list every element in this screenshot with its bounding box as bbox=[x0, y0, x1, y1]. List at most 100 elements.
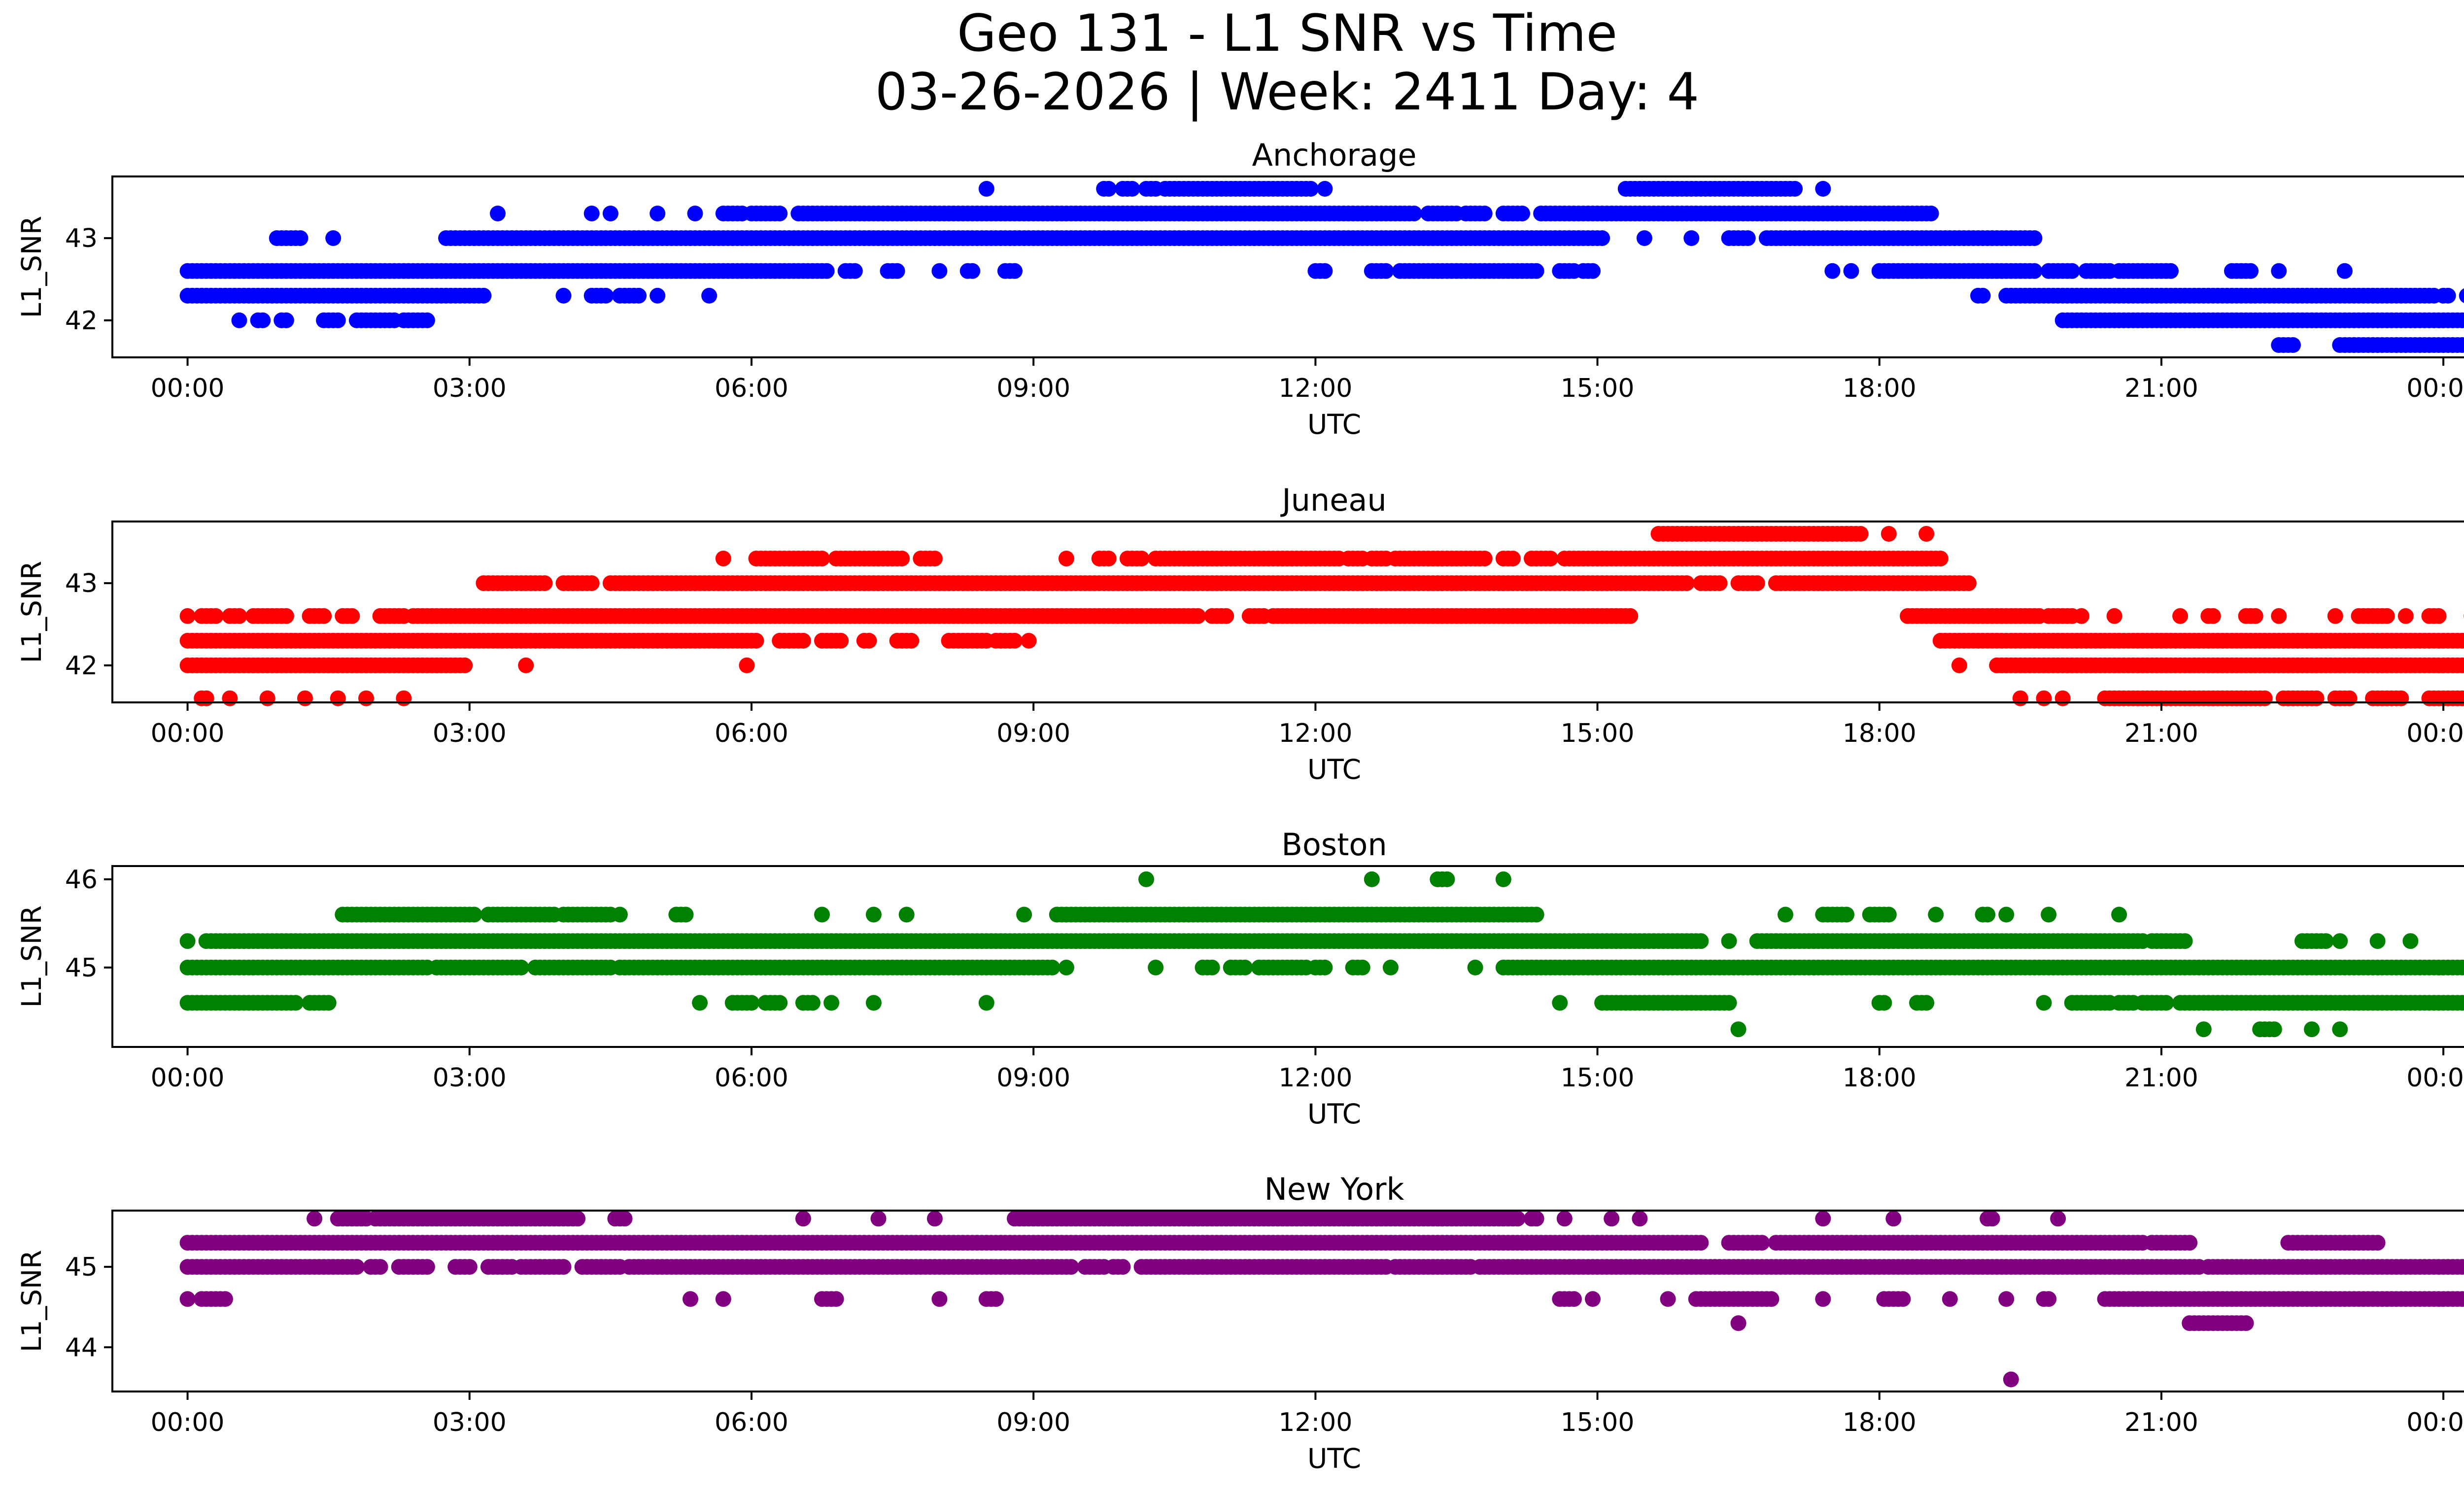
boston-point bbox=[1237, 959, 1253, 975]
boston-point bbox=[1528, 906, 1544, 923]
juneau-point bbox=[2247, 608, 2263, 624]
anchorage-point bbox=[1594, 230, 1610, 246]
boston-point bbox=[1382, 959, 1399, 975]
anchorage-y-tick-label: 43 bbox=[65, 224, 98, 253]
juneau-point bbox=[2036, 690, 2052, 706]
juneau-point bbox=[259, 690, 275, 706]
new-york-point bbox=[926, 1211, 943, 1227]
juneau-point bbox=[2393, 690, 2409, 706]
anchorage-point bbox=[772, 206, 788, 222]
juneau-point bbox=[1951, 657, 1967, 673]
juneau-point bbox=[2172, 608, 2189, 624]
new-york-point bbox=[795, 1211, 811, 1227]
anchorage-x-tick-label: 21:00 bbox=[2124, 374, 2198, 403]
juneau-point bbox=[1505, 551, 1521, 567]
new-york-point bbox=[555, 1259, 572, 1275]
boston-point bbox=[1058, 959, 1074, 975]
boston-x-tick-label: 00:00 bbox=[151, 1063, 225, 1093]
boston-point bbox=[744, 995, 759, 1011]
juneau-point bbox=[278, 608, 294, 624]
juneau-x-tick-label: 00:00 bbox=[2406, 719, 2464, 748]
juneau-x-tick-label: 00:00 bbox=[151, 719, 225, 748]
boston-x-tick-label: 09:00 bbox=[996, 1063, 1070, 1093]
juneau-point bbox=[207, 608, 224, 624]
new-york-point bbox=[870, 1211, 887, 1227]
new-york-points bbox=[179, 1211, 2464, 1388]
anchorage-point bbox=[631, 287, 647, 304]
anchorage-point bbox=[490, 206, 506, 222]
new-york-point bbox=[1063, 1259, 1079, 1275]
boston-point bbox=[612, 906, 628, 923]
boston-point bbox=[2036, 995, 2052, 1011]
boston-point bbox=[1876, 995, 1892, 1011]
anchorage-point bbox=[1824, 263, 1841, 279]
anchorage-x-tick-label: 12:00 bbox=[1278, 374, 1352, 403]
juneau-point bbox=[2379, 608, 2395, 624]
anchorage-point bbox=[931, 263, 948, 279]
new-york-point bbox=[1604, 1211, 1620, 1227]
juneau-point bbox=[894, 551, 910, 567]
anchorage-point bbox=[847, 263, 863, 279]
anchorage-point bbox=[1302, 181, 1319, 197]
anchorage-point bbox=[2285, 337, 2301, 353]
juneau-point bbox=[795, 632, 811, 649]
anchorage-x-tick-label: 03:00 bbox=[433, 374, 507, 403]
juneau-point bbox=[2341, 690, 2358, 706]
new-york-point bbox=[372, 1259, 388, 1275]
anchorage-point bbox=[583, 206, 600, 222]
juneau-point bbox=[316, 608, 332, 624]
boston-point bbox=[2369, 933, 2386, 949]
boston-point bbox=[513, 959, 529, 975]
juneau-point bbox=[583, 575, 600, 591]
boston-point bbox=[1778, 906, 1793, 923]
anchorage-point bbox=[2336, 263, 2353, 279]
juneau-points bbox=[179, 526, 2464, 706]
anchorage-point bbox=[701, 287, 718, 304]
boston-point bbox=[804, 995, 821, 1011]
anchorage-points bbox=[179, 181, 2464, 353]
boston-point bbox=[1148, 959, 1164, 975]
boston-point bbox=[772, 995, 788, 1011]
juneau-point bbox=[222, 690, 238, 706]
juneau-point bbox=[814, 551, 830, 567]
anchorage-axes-frame bbox=[111, 175, 2464, 358]
anchorage-point bbox=[1007, 263, 1023, 279]
new-york-point bbox=[1509, 1211, 1526, 1227]
juneau-point bbox=[1881, 526, 1897, 542]
anchorage-point bbox=[278, 312, 294, 328]
anchorage-point bbox=[1528, 263, 1544, 279]
juneau-point bbox=[2205, 608, 2221, 624]
boston-x-tick-label: 00:00 bbox=[2406, 1063, 2464, 1093]
boston-point bbox=[1354, 959, 1370, 975]
juneau-point bbox=[1218, 608, 1234, 624]
boston-point bbox=[1730, 1021, 1746, 1038]
juneau-point bbox=[231, 608, 247, 624]
boston-point bbox=[2195, 1021, 2212, 1038]
boston-point bbox=[2266, 1021, 2282, 1038]
boston-point bbox=[2318, 933, 2334, 949]
anchorage-point bbox=[1975, 287, 1991, 304]
boston-y-tick-label: 46 bbox=[65, 865, 98, 895]
juneau-point bbox=[179, 608, 196, 624]
boston-point bbox=[287, 995, 304, 1011]
juneau-x-tick-label: 15:00 bbox=[1561, 719, 1635, 748]
boston-point bbox=[692, 995, 708, 1011]
boston-point bbox=[1044, 959, 1061, 975]
boston-point bbox=[898, 906, 915, 923]
new-york-point bbox=[1885, 1211, 1902, 1227]
boston-x-tick-label: 06:00 bbox=[715, 1063, 788, 1093]
juneau-point bbox=[748, 632, 764, 649]
anchorage-point bbox=[2064, 263, 2080, 279]
anchorage-point bbox=[2459, 288, 2464, 303]
boston-point bbox=[2402, 933, 2419, 949]
boston-point bbox=[2332, 933, 2348, 949]
juneau-point bbox=[715, 551, 731, 567]
anchorage-point bbox=[2440, 287, 2456, 304]
new-york-point bbox=[2369, 1235, 2386, 1251]
new-york-point bbox=[1556, 1211, 1573, 1227]
boston-y-axis-label: L1_SNR bbox=[16, 905, 47, 1008]
juneau-point bbox=[344, 608, 360, 624]
